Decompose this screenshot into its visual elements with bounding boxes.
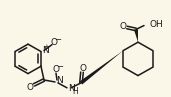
Polygon shape <box>134 29 138 42</box>
Text: O: O <box>52 65 60 74</box>
Text: +: + <box>44 44 49 50</box>
Text: O: O <box>50 38 57 47</box>
Text: O: O <box>80 64 87 73</box>
Text: N: N <box>42 46 49 55</box>
Text: H: H <box>72 87 78 96</box>
Polygon shape <box>80 51 123 84</box>
Text: N: N <box>68 84 75 93</box>
Text: O: O <box>27 83 34 92</box>
Text: OH: OH <box>149 20 163 29</box>
Text: −: − <box>55 35 62 44</box>
Text: O: O <box>120 22 127 31</box>
Text: N: N <box>56 76 63 85</box>
Text: −: − <box>56 62 63 71</box>
